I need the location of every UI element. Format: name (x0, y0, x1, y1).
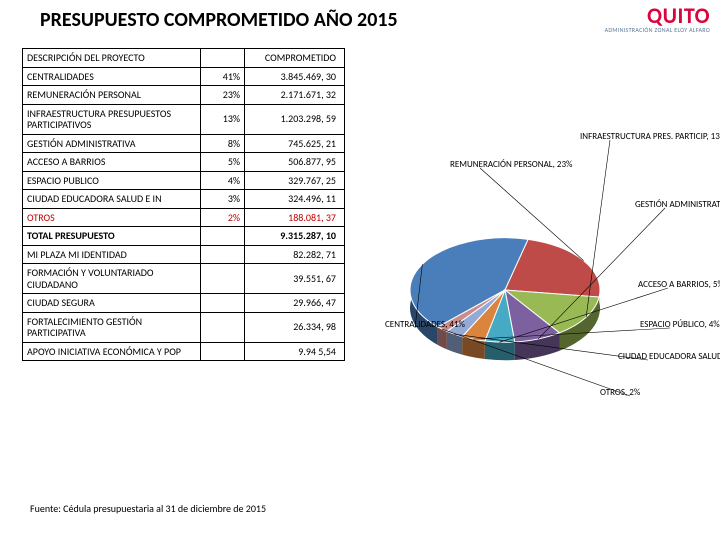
cell-comp: 39.551, 67 (245, 264, 345, 294)
total-pct (200, 227, 244, 246)
pie-label: INFRAESTRUCTURA PRES. PARTICIP, 13% (580, 132, 720, 141)
logo-text: QUITO (605, 6, 710, 26)
cell-pct: 3% (200, 190, 244, 209)
pie-label: REMUNERACIÓN PERSONAL, 23% (450, 160, 572, 169)
cell-pct: 41% (200, 67, 244, 86)
table-row: CENTRALIDADES41%3.845.469, 30 (23, 67, 345, 86)
hdr-pct (200, 49, 244, 68)
cell-pct: 23% (200, 86, 244, 105)
cell-desc: CENTRALIDADES (23, 67, 201, 86)
cell-desc: INFRAESTRUCTURA PRESUPUESTOS PARTICIPATI… (23, 104, 201, 134)
cell-desc: FORTALECIMIENTO GESTIÓN PARTICIPATIVA (23, 312, 201, 342)
budget-table: DESCRIPCIÓN DEL PROYECTO COMPROMETIDO CE… (22, 48, 345, 361)
cell-comp: 82.282, 71 (245, 245, 345, 264)
table-row: OTROS2%188.081, 37 (23, 208, 345, 227)
total-desc: TOTAL PRESUPUESTO (23, 227, 201, 246)
table-row: GESTIÓN ADMINISTRATIVA8%745.625, 21 (23, 134, 345, 153)
cell-desc: ACCESO A BARRIOS (23, 153, 201, 172)
cell-comp: 329.767, 25 (245, 171, 345, 190)
cell-comp: 745.625, 21 (245, 134, 345, 153)
cell-comp: 9.94 5,54 (245, 342, 345, 361)
pie-svg (370, 120, 710, 460)
brand-logo: QUITO ADMINISTRACIÓN ZONAL ELOY ALFARO (605, 6, 710, 34)
cell-desc: OTROS (23, 208, 201, 227)
cell-pct: 2% (200, 208, 244, 227)
cell-pct: 4% (200, 171, 244, 190)
cell-desc: CIUDAD EDUCADORA SALUD E IN (23, 190, 201, 209)
pie-label: CIUDAD EDUCADORA SALUD E IN, 3% (618, 352, 720, 361)
pie-label: ACCESO A BARRIOS, 5% (638, 280, 720, 289)
page-title: PRESUPUESTO COMPROMETIDO AÑO 2015 (40, 8, 398, 32)
cell-comp: 324.496, 11 (245, 190, 345, 209)
table-row: REMUNERACIÓN PERSONAL23%2.171.671, 32 (23, 86, 345, 105)
table-row: INFRAESTRUCTURA PRESUPUESTOS PARTICIPATI… (23, 104, 345, 134)
table-row: FORMACIÓN Y VOLUNTARIADO CIUDADANO 39.551… (23, 264, 345, 294)
pie-side (485, 341, 515, 360)
cell-comp: 2.171.671, 32 (245, 86, 345, 105)
total-comp: 9.315.287, 10 (245, 227, 345, 246)
table-row: FORTALECIMIENTO GESTIÓN PARTICIPATIVA 26.… (23, 312, 345, 342)
cell-pct (200, 245, 244, 264)
cell-comp: 29.966, 47 (245, 294, 345, 313)
cell-comp: 26.334, 98 (245, 312, 345, 342)
pie-label: CENTRALIDADES, 41% (385, 320, 465, 329)
cell-pct: 5% (200, 153, 244, 172)
pie-label: OTROS, 2% (600, 388, 640, 397)
cell-pct (200, 312, 244, 342)
cell-desc: REMUNERACIÓN PERSONAL (23, 86, 201, 105)
table-header-row: DESCRIPCIÓN DEL PROYECTO COMPROMETIDO (23, 49, 345, 68)
pie-label: GESTIÓN ADMINISTRATIVA, 8% (635, 200, 720, 209)
cell-desc: APOYO INICIATIVA ECONÓMICA Y POP (23, 342, 201, 361)
source-note: Fuente: Cédula presupuestaria al 31 de d… (30, 502, 266, 515)
hdr-desc: DESCRIPCIÓN DEL PROYECTO (23, 49, 201, 68)
cell-desc: MI PLAZA MI IDENTIDAD (23, 245, 201, 264)
table-row: ESPACIO PUBLICO4%329.767, 25 (23, 171, 345, 190)
table-row: CIUDAD EDUCADORA SALUD E IN3%324.496, 11 (23, 190, 345, 209)
cell-comp: 506.877, 95 (245, 153, 345, 172)
table-row: APOYO INICIATIVA ECONÓMICA Y POP 9.94 5,5… (23, 342, 345, 361)
cell-pct (200, 264, 244, 294)
pie-label: ESPACIO PÚBLICO, 4% (640, 320, 720, 329)
hdr-comp: COMPROMETIDO (245, 49, 345, 68)
table-row: MI PLAZA MI IDENTIDAD 82.282, 71 (23, 245, 345, 264)
table-row: CIUDAD SEGURA 29.966, 47 (23, 294, 345, 313)
cell-comp: 188.081, 37 (245, 208, 345, 227)
cell-desc: GESTIÓN ADMINISTRATIVA (23, 134, 201, 153)
cell-comp: 3.845.469, 30 (245, 67, 345, 86)
pie-chart: CENTRALIDADES, 41% REMUNERACIÓN PERSONAL,… (370, 120, 710, 460)
cell-comp: 1.203.298, 59 (245, 104, 345, 134)
table-row: ACCESO A BARRIOS5%506.877, 95 (23, 153, 345, 172)
cell-pct (200, 294, 244, 313)
cell-pct: 8% (200, 134, 244, 153)
cell-pct (200, 342, 244, 361)
cell-desc: FORMACIÓN Y VOLUNTARIADO CIUDADANO (23, 264, 201, 294)
cell-pct: 13% (200, 104, 244, 134)
cell-desc: ESPACIO PUBLICO (23, 171, 201, 190)
table-total-row: TOTAL PRESUPUESTO 9.315.287, 10 (23, 227, 345, 246)
cell-desc: CIUDAD SEGURA (23, 294, 201, 313)
logo-subline: ADMINISTRACIÓN ZONAL ELOY ALFARO (605, 26, 710, 34)
